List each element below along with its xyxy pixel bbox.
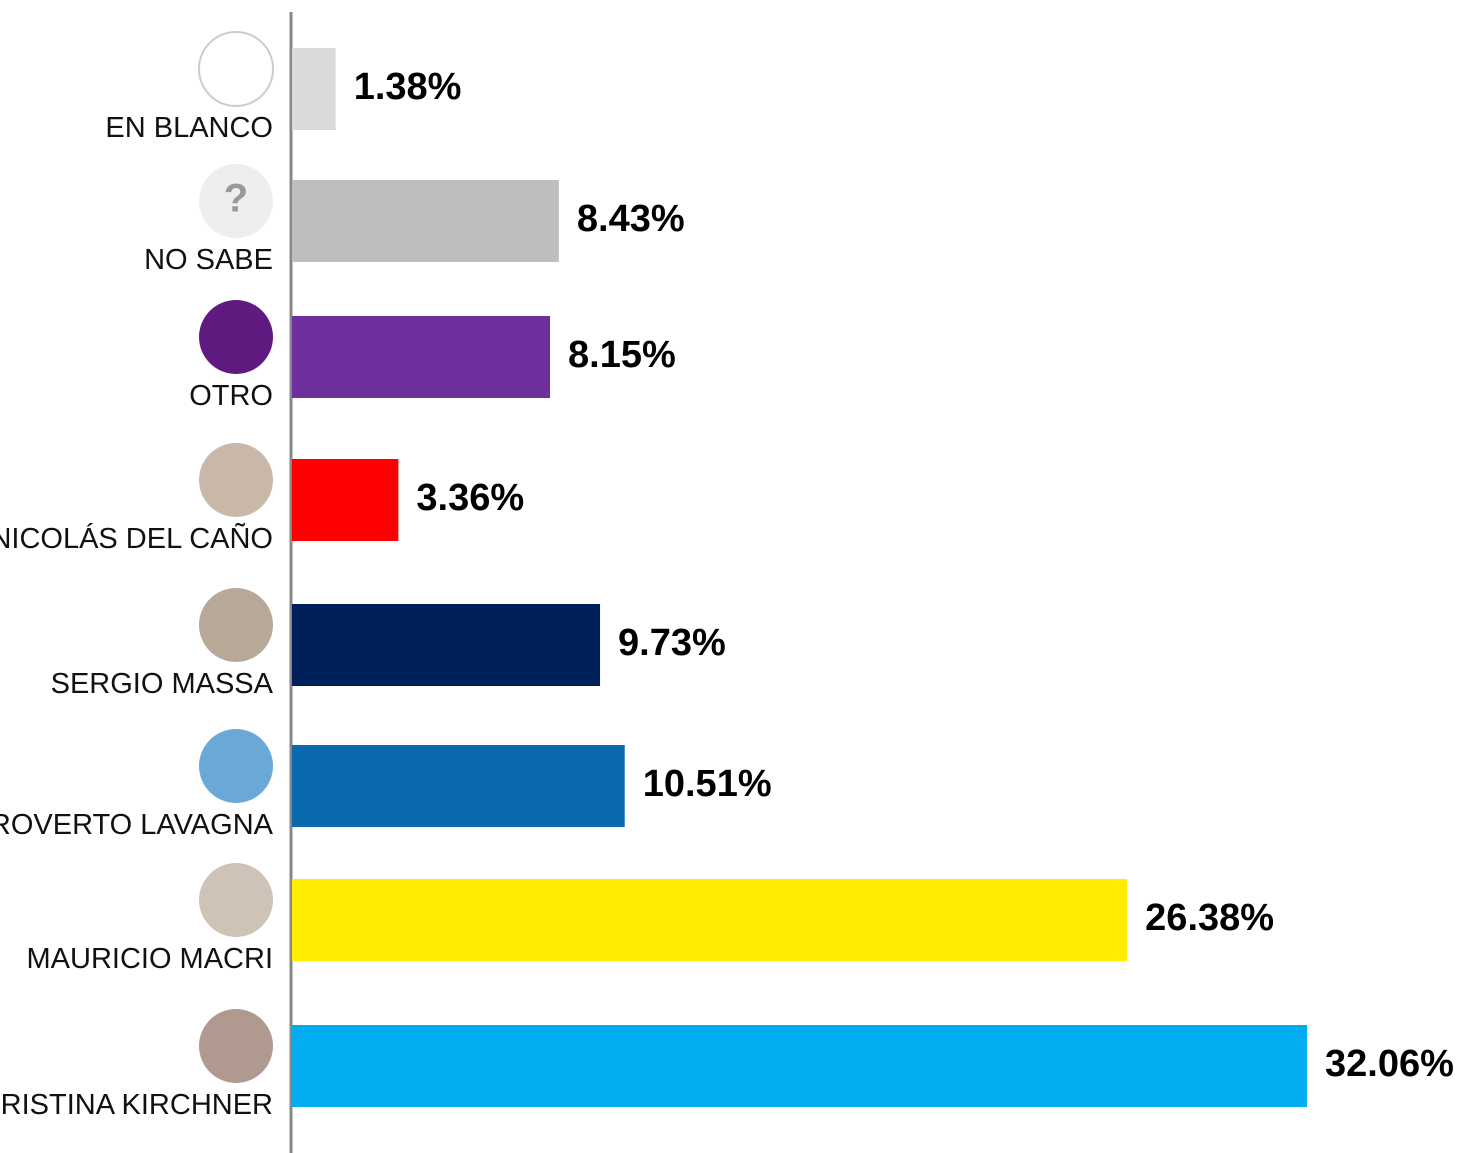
value-label: 1.38% [354,66,462,108]
icon [199,1009,273,1083]
value-label: 3.36% [416,477,524,519]
icon [199,863,273,937]
bar [292,459,399,541]
icon [199,164,273,238]
value-label: 9.73% [618,622,726,664]
bar [292,316,551,398]
icon [199,300,273,374]
category-label: ROVERTO LAVAGNA [0,809,274,841]
category-label: NO SABE [144,244,273,276]
value-label: 8.43% [577,198,685,240]
icon-text: ? [224,177,248,221]
category-label: NICOLÁS DEL CAÑO [0,521,273,555]
value-label: 10.51% [643,763,772,805]
icon [198,31,274,107]
value-label: 8.15% [568,334,676,376]
bar [292,1025,1307,1107]
category-label: CRISTINA KIRCHNER [0,1089,273,1121]
value-label: 32.06% [1325,1043,1454,1085]
value-label: 26.38% [1145,897,1274,939]
bar [292,879,1128,961]
icon [199,588,273,662]
category-label: OTRO [189,380,273,412]
bar [292,48,336,130]
icon [199,729,273,803]
icon [199,443,273,517]
bar [292,604,601,686]
category-label: MAURICIO MACRI [27,943,274,975]
bar [292,180,559,262]
category-label: SERGIO MASSA [51,668,274,700]
category-label: EN BLANCO [105,112,273,144]
bar [292,745,625,827]
